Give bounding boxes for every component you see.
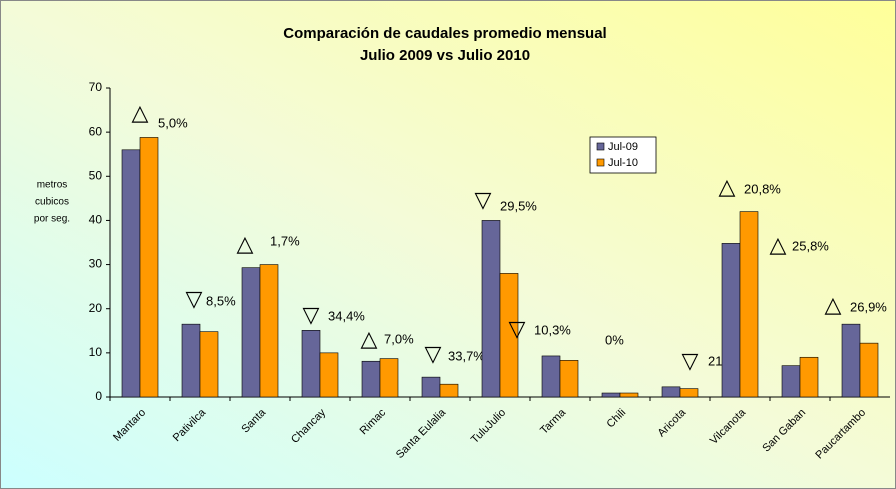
trend-symbol: △ [825, 292, 842, 317]
bar [181, 323, 201, 398]
trend-symbol: △ [361, 326, 378, 351]
annotation: 0% [605, 332, 624, 347]
bar [601, 392, 621, 398]
y-tick-label: 40 [89, 213, 103, 227]
annotation: 33,7% [448, 348, 485, 363]
bar [859, 342, 879, 398]
trend-symbol: ▽ [509, 316, 526, 341]
bar [799, 356, 819, 398]
y-tick-label: 50 [89, 168, 103, 182]
y-axis-label: por seg. [34, 214, 70, 225]
annotation: 8,5% [206, 293, 236, 308]
annotation: 5,0% [158, 115, 188, 130]
annotation: 1,7% [270, 233, 300, 248]
bar [499, 273, 519, 398]
bar [481, 220, 501, 398]
bar [439, 383, 459, 398]
y-axis-label: metros [37, 180, 68, 191]
bar [259, 264, 279, 398]
legend-swatch [596, 158, 605, 167]
y-axis-label: cubicos [35, 197, 69, 208]
bar [121, 149, 141, 398]
bar [619, 392, 639, 398]
bar [319, 352, 339, 398]
bar [379, 358, 399, 398]
bar [661, 386, 681, 398]
trend-symbol: △ [770, 232, 787, 257]
trend-symbol: △ [237, 231, 254, 256]
bar [781, 365, 801, 398]
bar [241, 267, 261, 398]
bar [721, 243, 741, 398]
bar [679, 388, 699, 398]
y-tick-label: 10 [89, 345, 103, 359]
legend-label: Jul-10 [608, 157, 638, 169]
legend-label: Jul-09 [608, 141, 638, 153]
trend-symbol: ▽ [475, 187, 492, 212]
trend-symbol: ▽ [425, 341, 442, 366]
chart-subtitle: Julio 2009 vs Julio 2010 [360, 47, 530, 64]
annotation: 7,0% [384, 331, 414, 346]
bar [199, 331, 219, 398]
annotation: 20,8% [744, 181, 781, 196]
bar [541, 355, 561, 398]
trend-symbol: ▽ [186, 286, 203, 311]
trend-symbol: ▽ [303, 302, 320, 327]
bar [301, 330, 321, 398]
bar [421, 376, 441, 398]
trend-symbol: ▽ [682, 348, 699, 373]
annotation: 25,8% [792, 238, 829, 253]
y-tick-label: 0 [95, 389, 102, 403]
annotation: 10,3% [534, 322, 571, 337]
chart-title: Comparación de caudales promedio mensual [283, 25, 606, 42]
y-tick-label: 30 [89, 257, 103, 271]
legend-swatch [596, 142, 605, 151]
bar [841, 323, 861, 398]
annotation: 34,4% [328, 308, 365, 323]
bar [559, 360, 579, 398]
bar [139, 137, 159, 398]
bar [361, 360, 381, 398]
trend-symbol: △ [719, 174, 736, 199]
y-tick-label: 20 [89, 301, 103, 315]
y-tick-label: 60 [89, 124, 103, 138]
y-tick-label: 70 [89, 80, 103, 94]
annotation: 29,5% [500, 198, 537, 213]
bar [739, 211, 759, 398]
trend-symbol: △ [132, 100, 149, 125]
annotation: 26,9% [850, 299, 887, 314]
